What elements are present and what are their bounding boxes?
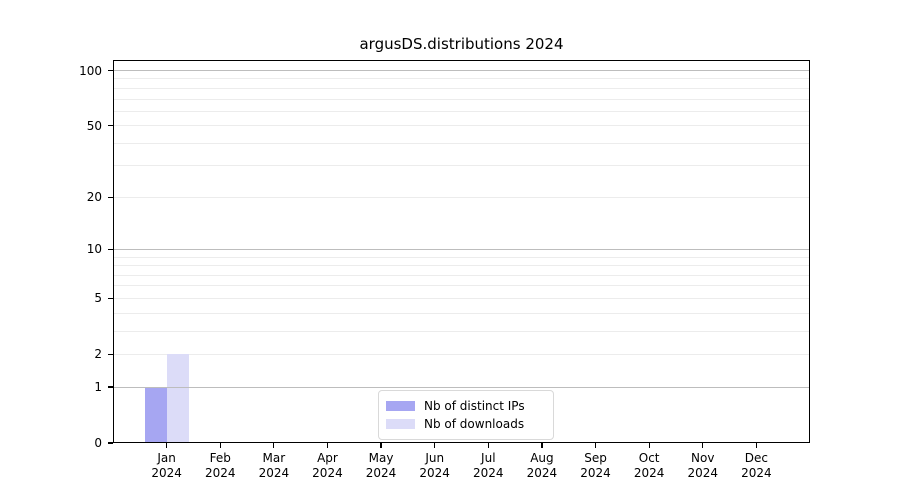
x-tick-label: Jul 2024 — [473, 451, 504, 480]
major-gridline — [113, 70, 810, 72]
legend-item-distinct-ips: Nb of distinct IPs — [386, 397, 544, 415]
x-tick — [702, 443, 704, 448]
x-tick — [541, 443, 543, 448]
x-tick — [273, 443, 275, 448]
legend-swatch-distinct-ips — [386, 400, 415, 412]
x-tick-label: Jun 2024 — [419, 451, 450, 480]
x-tick-label: Apr 2024 — [312, 451, 343, 480]
chart-title: argusDS.distributions 2024 — [359, 35, 564, 53]
x-tick-label: Mar 2024 — [258, 451, 290, 480]
y-tick — [107, 69, 113, 72]
minor-gridline — [113, 196, 810, 198]
plot-frame — [113, 60, 810, 443]
y-tick-label: 5 — [94, 291, 102, 306]
y-tick-label: 0 — [94, 436, 102, 450]
y-tick — [107, 248, 113, 251]
x-tick-label: Dec 2024 — [741, 451, 772, 480]
minor-gridline — [113, 353, 810, 355]
x-tick-label: Nov 2024 — [687, 451, 719, 480]
x-tick-label: Sep 2024 — [580, 451, 611, 480]
x-tick-label: Oct 2024 — [633, 451, 665, 480]
legend-box: Nb of distinct IPs Nb of downloads — [378, 390, 554, 440]
y-tick — [107, 297, 113, 300]
plot-area: 0 1 2 5 10 20 50 100 Jan 2024 Feb 2024 Mar 2024 Apr… — [79, 60, 810, 480]
y-tick-label: 50 — [86, 118, 102, 133]
y-tick — [107, 353, 113, 355]
minor-gridline — [113, 285, 810, 287]
legend-label-downloads: Nb of downloads — [424, 417, 525, 431]
x-tick — [755, 443, 758, 448]
x-tick-label: Aug 2024 — [526, 451, 558, 480]
minor-gridline — [113, 98, 810, 100]
minor-gridline — [113, 87, 810, 89]
x-tick — [326, 443, 329, 448]
x-tick — [219, 443, 221, 448]
y-tick — [107, 386, 113, 388]
x-tick — [380, 443, 382, 448]
minor-gridline — [113, 78, 810, 80]
x-tick — [648, 443, 650, 448]
y-tick — [107, 196, 113, 198]
y-tick-label: 20 — [86, 190, 102, 205]
y-tick-label: 2 — [94, 347, 102, 362]
y-tick — [107, 125, 113, 127]
minor-gridline — [113, 110, 810, 112]
minor-gridline — [113, 274, 810, 276]
x-tick — [487, 443, 489, 448]
minor-gridline — [113, 297, 810, 299]
minor-gridline — [113, 165, 810, 167]
minor-gridline — [113, 330, 810, 332]
minor-gridline — [113, 142, 810, 144]
major-gridline — [113, 386, 810, 388]
minor-gridline — [113, 265, 810, 267]
x-tick — [165, 443, 168, 448]
minor-gridline — [113, 312, 810, 314]
legend-item-downloads: Nb of downloads — [386, 415, 544, 433]
minor-gridline — [113, 256, 810, 258]
y-tick-label: 1 — [94, 380, 102, 395]
x-tick — [434, 443, 436, 448]
minor-gridline — [113, 125, 810, 127]
major-gridline — [113, 248, 810, 250]
legend-swatch-downloads — [386, 418, 415, 430]
y-tick-label: 100 — [79, 63, 102, 78]
y-tick — [107, 442, 113, 444]
x-tick-label: Jan 2024 — [151, 451, 182, 480]
bar-nb-of-distinct-ips — [144, 387, 167, 443]
bar-nb-of-downloads — [166, 354, 189, 443]
y-tick-label: 10 — [86, 242, 102, 257]
x-tick — [594, 443, 597, 448]
x-tick-label: May 2024 — [365, 451, 397, 480]
x-tick-label: Feb 2024 — [204, 451, 236, 480]
legend-label-distinct-ips: Nb of distinct IPs — [424, 399, 525, 413]
